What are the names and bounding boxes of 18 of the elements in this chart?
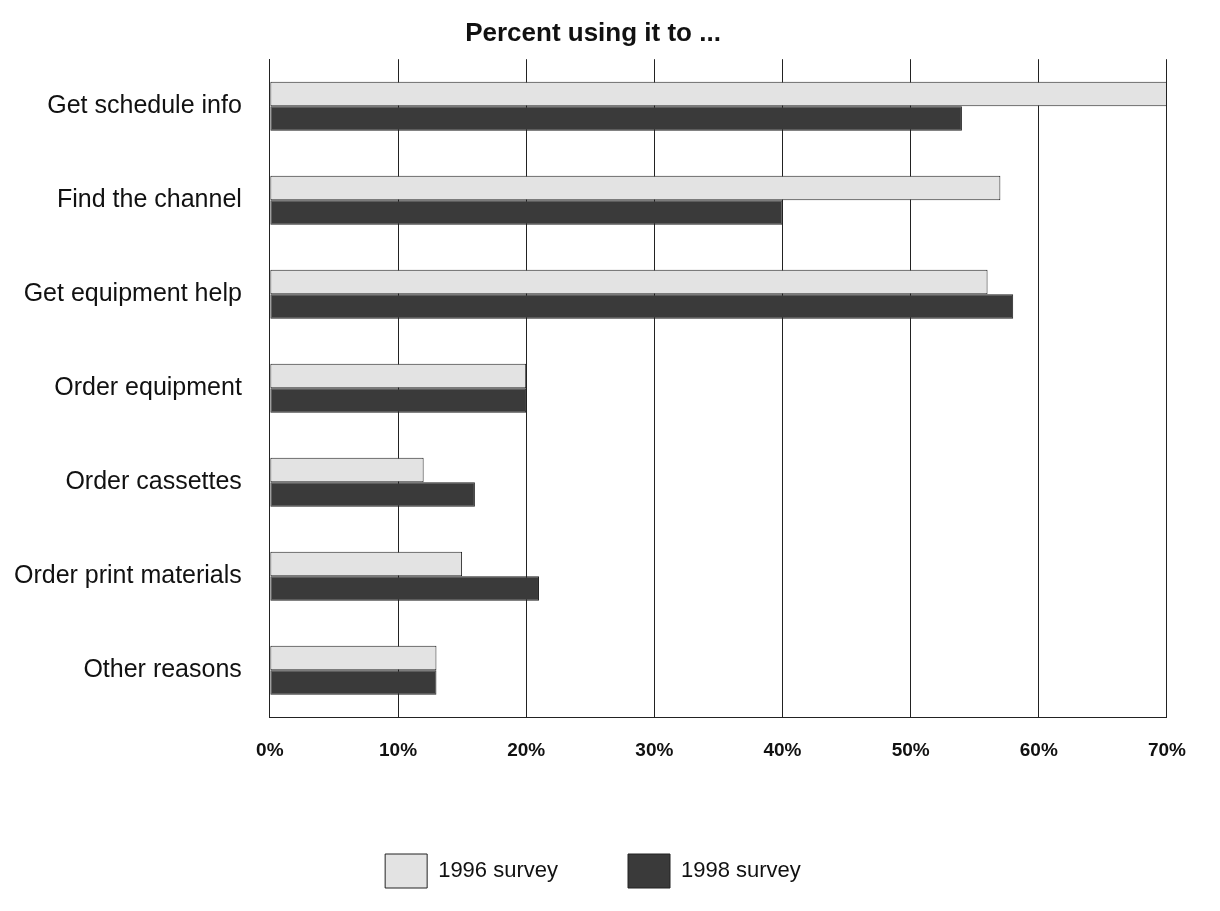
x-tick-label: 30%	[635, 738, 674, 760]
y-tick-label: Find the channel	[56, 184, 242, 213]
y-tick-label: Get schedule info	[47, 90, 242, 119]
x-tick-label: 10%	[378, 738, 418, 760]
x-tick-label: 60%	[1019, 738, 1058, 760]
legend-label: 1998 survey	[681, 857, 801, 883]
x-tick-label: 0%	[256, 738, 284, 760]
y-tick-label: Order equipment	[54, 372, 242, 401]
x-tick-label: 50%	[891, 738, 930, 760]
y-tick-label: Get equipment help	[23, 278, 242, 307]
y-tick-label: Other reasons	[83, 654, 242, 683]
chart-title: Percent using it to ...	[465, 16, 721, 47]
x-tick-label: 40%	[763, 738, 802, 760]
x-tick-label: 20%	[507, 738, 546, 760]
legend-label: 1996 survey	[438, 857, 559, 883]
y-tick-label: Order print materials	[13, 560, 242, 589]
x-tick-label: 70%	[1147, 738, 1187, 760]
y-tick-label: Order cassettes	[65, 466, 242, 495]
